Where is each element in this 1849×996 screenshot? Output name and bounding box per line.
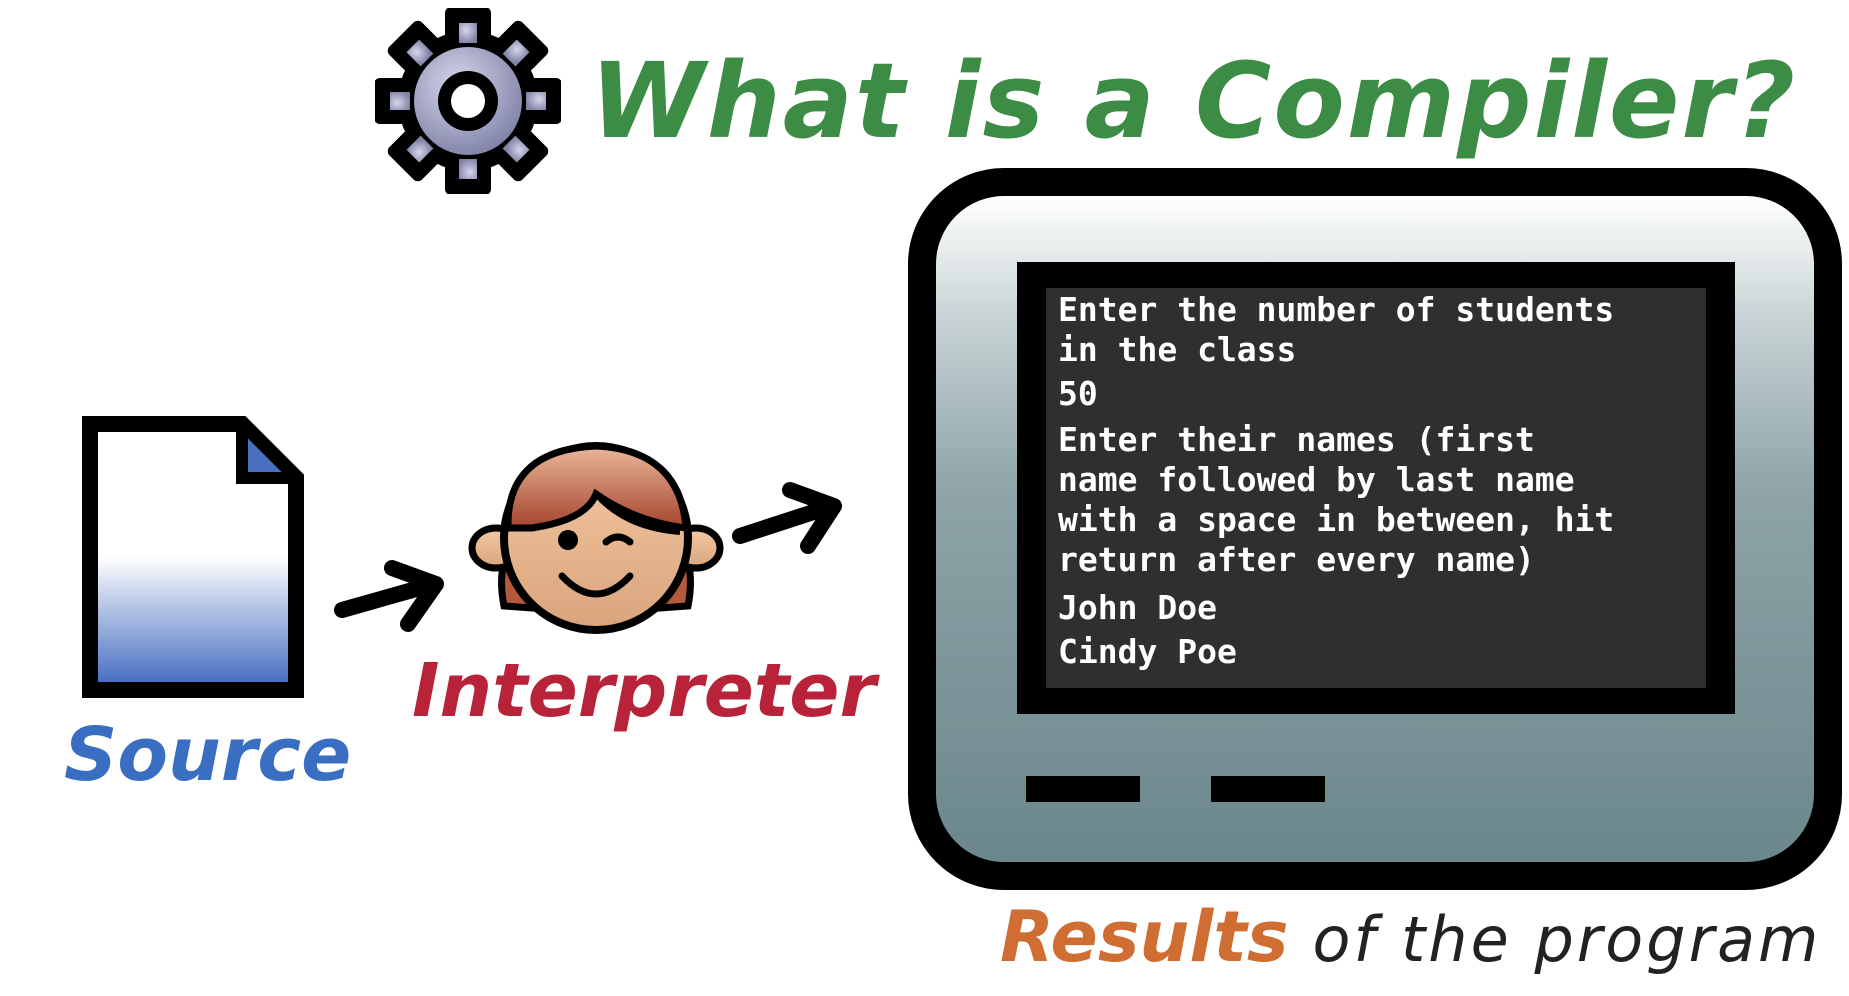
terminal-input: Cindy Poe (1058, 632, 1237, 671)
terminal-line: in the class (1058, 330, 1297, 369)
terminal-window (1046, 288, 1706, 688)
monitor-button-left (1026, 776, 1140, 802)
source-label: Source (64, 712, 352, 798)
interpreter-face-icon (468, 442, 724, 634)
terminal-line: with a space in between, hit (1058, 500, 1615, 539)
terminal-input: John Doe (1058, 588, 1217, 627)
gear-icon (375, 8, 561, 194)
results-caption: Results of the program (1000, 896, 1821, 978)
arrow-icon (334, 560, 444, 632)
results-highlight: Results (1000, 896, 1289, 978)
terminal-output: Enter the number of students in the clas… (1058, 290, 1708, 672)
terminal-line: Enter their names (first (1058, 420, 1535, 459)
terminal-line: return after every name) (1058, 540, 1535, 579)
arrow-icon (732, 482, 842, 554)
results-rest: of the program (1312, 903, 1822, 976)
document-icon (82, 416, 304, 698)
interpreter-label: Interpreter (412, 648, 876, 734)
terminal-line: name followed by last name (1058, 460, 1575, 499)
terminal-line: Enter the number of students (1058, 290, 1615, 329)
terminal-input: 50 (1058, 374, 1098, 413)
monitor-button-right (1211, 776, 1325, 802)
page-title: What is a Compiler? (590, 40, 1798, 162)
